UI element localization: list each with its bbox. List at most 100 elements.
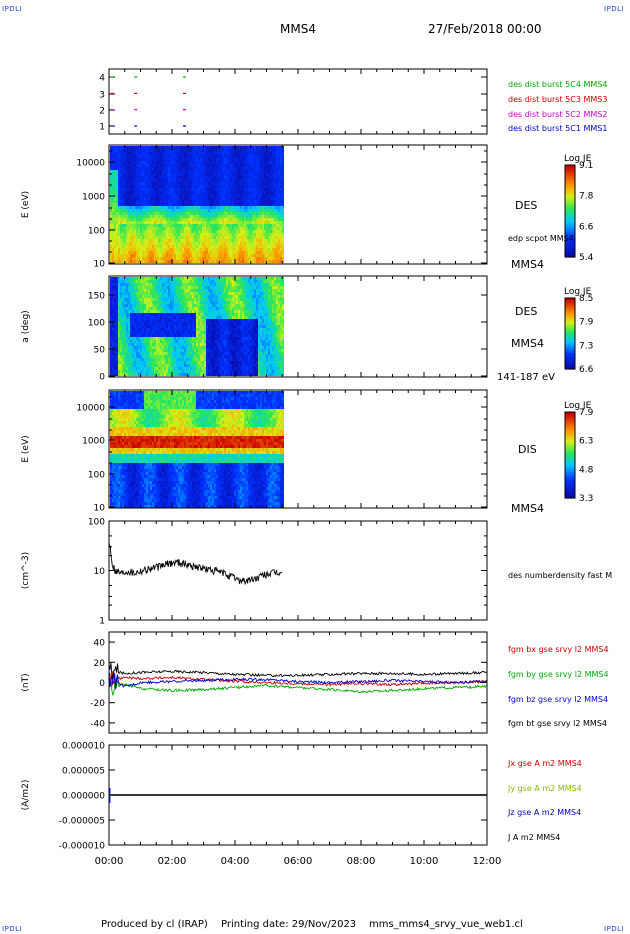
heatmap-cell [170, 337, 172, 340]
heatmap-cell [248, 203, 250, 206]
heatmap-cell [192, 260, 194, 263]
heatmap-cell [220, 155, 222, 158]
heatmap-cell [280, 224, 282, 227]
heatmap-cell [154, 340, 156, 343]
heatmap-cell [144, 221, 146, 224]
heatmap-cell [146, 251, 148, 254]
heatmap-cell [256, 185, 258, 188]
heatmap-cell [194, 257, 196, 260]
heatmap-cell [180, 358, 182, 361]
heatmap-cell [134, 251, 136, 254]
heatmap-cell [254, 227, 256, 230]
heatmap-cell [160, 152, 162, 155]
heatmap-cell [192, 292, 194, 295]
heatmap-cell [270, 185, 272, 188]
heatmap-cell [162, 277, 164, 280]
heatmap-cell [224, 197, 226, 200]
heatmap-cell [250, 191, 252, 194]
heatmap-cell [168, 307, 170, 310]
heatmap-cell [158, 358, 160, 361]
heatmap-cell [180, 167, 182, 170]
heatmap-cell [110, 286, 112, 289]
heatmap-cell [276, 191, 278, 194]
heatmap-cell [214, 161, 216, 164]
heatmap-cell [182, 301, 184, 304]
heatmap-cell [130, 194, 132, 197]
heatmap-cell [114, 313, 116, 316]
heatmap-cell [148, 257, 150, 260]
heatmap-cell [168, 221, 170, 224]
heatmap-cell [176, 212, 178, 215]
heatmap-cell [274, 182, 276, 185]
heatmap-cell [276, 224, 278, 227]
heatmap-cell [270, 191, 272, 194]
heatmap-cell [264, 236, 266, 239]
heatmap-cell [184, 185, 186, 188]
heatmap-cell [178, 343, 180, 346]
heatmap-cell [192, 370, 194, 373]
heatmap-cell [114, 173, 116, 176]
heatmap-cell [238, 209, 240, 212]
heatmap-cell [130, 203, 132, 206]
heatmap-cell [134, 227, 136, 230]
heatmap-cell [156, 146, 158, 149]
heatmap-cell [240, 173, 242, 176]
heatmap-cell [178, 152, 180, 155]
heatmap-cell [146, 152, 148, 155]
heatmap-cell [202, 239, 204, 242]
heatmap-cell [262, 194, 264, 197]
heatmap-cell [138, 164, 140, 167]
heatmap-cell [130, 179, 132, 182]
heatmap-cell [276, 170, 278, 173]
heatmap-cell [276, 206, 278, 209]
heatmap-cell [118, 313, 120, 316]
heatmap-cell [136, 325, 138, 328]
heatmap-cell [282, 149, 284, 152]
heatmap-cell [270, 209, 272, 212]
heatmap-cell [128, 313, 130, 316]
heatmap-cell [192, 367, 194, 370]
heatmap-cell [142, 203, 144, 206]
heatmap-cell [128, 364, 130, 367]
heatmap-cell [118, 346, 120, 349]
heatmap-cell [178, 209, 180, 212]
heatmap-cell [120, 164, 122, 167]
heatmap-cell [186, 373, 188, 376]
heatmap-cell [196, 152, 198, 155]
heatmap-cell [212, 254, 214, 257]
heatmap-cell [150, 245, 152, 248]
heatmap-cell [150, 301, 152, 304]
heatmap-cell [212, 179, 214, 182]
heatmap-cell [140, 349, 142, 352]
heatmap-cell [150, 289, 152, 292]
heatmap-cell [144, 346, 146, 349]
heatmap-cell [228, 221, 230, 224]
heatmap-cell [120, 209, 122, 212]
heatmap-cell [252, 248, 254, 251]
heatmap-cell [152, 176, 154, 179]
heatmap-cell [132, 331, 134, 334]
heatmap-cell [248, 185, 250, 188]
heatmap-cell [182, 364, 184, 367]
heatmap-cell [234, 248, 236, 251]
heatmap-cell [264, 164, 266, 167]
heatmap-cell [192, 337, 194, 340]
heatmap-cell [114, 149, 116, 152]
heatmap-cell [146, 149, 148, 152]
heatmap-cell [174, 224, 176, 227]
heatmap-cell [274, 158, 276, 161]
heatmap-cell [248, 179, 250, 182]
heatmap-cell [120, 146, 122, 149]
heatmap-cell [120, 295, 122, 298]
heatmap-cell [224, 227, 226, 230]
heatmap-cell [174, 233, 176, 236]
heatmap-cell [160, 188, 162, 191]
heatmap-cell [128, 358, 130, 361]
heatmap-cell [180, 170, 182, 173]
heatmap-cell [174, 203, 176, 206]
heatmap-cell [226, 245, 228, 248]
heatmap-cell [182, 179, 184, 182]
heatmap-cell [178, 337, 180, 340]
heatmap-cell [196, 254, 198, 257]
heatmap-cell [186, 185, 188, 188]
